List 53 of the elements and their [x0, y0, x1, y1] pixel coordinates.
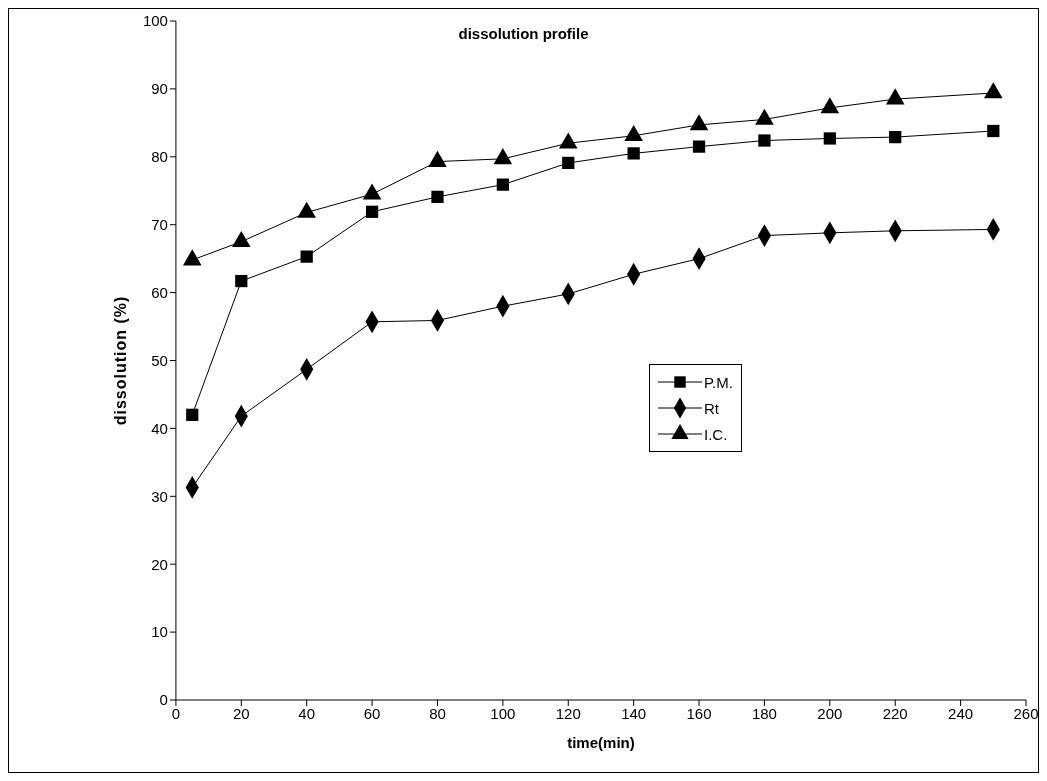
- point: [627, 147, 640, 160]
- x-axis-title: time(min): [567, 734, 635, 751]
- point: [235, 274, 248, 288]
- point: [496, 178, 509, 191]
- point: [431, 190, 444, 203]
- y-tick-label: 40: [151, 419, 168, 437]
- point: [758, 134, 771, 147]
- x-tick-label: 180: [751, 704, 777, 722]
- point: [820, 97, 840, 114]
- y-tick-label: 30: [151, 487, 168, 505]
- point: [889, 130, 902, 144]
- point: [365, 205, 379, 218]
- point: [987, 124, 1000, 138]
- x-tick-label: 140: [621, 704, 647, 722]
- point: [885, 88, 905, 105]
- y-tick-label: 50: [151, 351, 168, 369]
- y-axis-title: dissolution (%): [111, 295, 129, 426]
- point: [362, 183, 382, 200]
- legend-label: I.C.: [704, 425, 728, 443]
- x-tick-label: 120: [555, 704, 581, 722]
- chart-title: dissolution profile: [458, 25, 589, 42]
- y-tick-label: 90: [151, 80, 168, 98]
- y-tick-label: 0: [159, 691, 168, 709]
- point: [823, 132, 836, 145]
- y-tick-label: 70: [151, 216, 168, 234]
- x-tick-label: 40: [298, 704, 316, 722]
- x-tick-label: 0: [171, 704, 181, 722]
- point: [624, 125, 643, 142]
- point: [692, 140, 706, 153]
- x-tick-label: 100: [490, 704, 516, 722]
- y-tick-label: 80: [151, 148, 168, 166]
- x-tick-label: 80: [429, 704, 446, 722]
- x-tick-label: 20: [232, 704, 250, 722]
- x-tick-label: 160: [686, 704, 712, 722]
- point: [562, 156, 575, 170]
- point: [984, 82, 1003, 99]
- point: [689, 114, 709, 131]
- legend-label: Rt: [704, 399, 719, 417]
- x-tick-label: 220: [882, 704, 908, 722]
- x-tick-label: 260: [1013, 704, 1039, 722]
- point: [755, 108, 774, 125]
- x-tick-label: 240: [948, 704, 974, 722]
- point: [300, 250, 313, 263]
- point: [558, 132, 578, 149]
- y-tick-label: 60: [151, 283, 168, 301]
- legend-label: P.M.: [704, 373, 733, 391]
- point: [186, 408, 199, 421]
- y-tick-label: 10: [151, 623, 168, 641]
- x-tick-label: 200: [817, 704, 843, 722]
- x-tick-label: 60: [363, 704, 381, 722]
- point: [493, 148, 513, 165]
- y-tick-label: 100: [142, 12, 168, 30]
- y-tick-label: 20: [151, 555, 168, 573]
